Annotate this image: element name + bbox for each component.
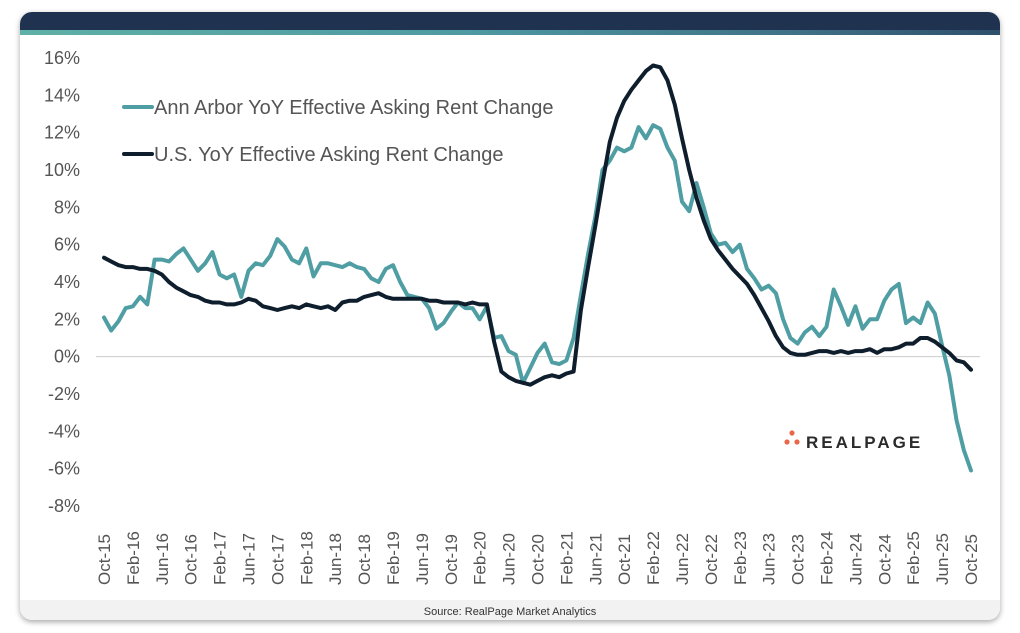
x-tick-label: Oct-22 (702, 534, 721, 585)
x-tick-label: Jun-24 (846, 533, 865, 585)
x-tick-label: Jun-18 (326, 533, 345, 585)
x-axis: Oct-15 Feb-16 Jun-16 Oct-16 Feb-17 Jun-17 Oct-… (95, 531, 981, 585)
y-tick-label: 6% (54, 235, 80, 255)
x-tick-label: Feb-21 (557, 531, 576, 585)
x-tick-label: Jun-16 (153, 533, 172, 585)
x-tick-label: Jun-22 (673, 533, 692, 585)
logo-dot-icon (794, 439, 800, 445)
x-tick-label: Oct-17 (268, 534, 287, 585)
x-tick-label: Oct-20 (529, 534, 548, 585)
x-tick-label: Oct-19 (442, 534, 461, 585)
y-tick-label: 2% (54, 309, 80, 329)
chart-card: Source: RealPage Market Analytics (20, 12, 1000, 620)
logo-dot-icon (789, 430, 795, 436)
legend: Ann Arbor YoY Effective Asking Rent Chan… (122, 97, 554, 166)
y-tick-label: 8% (54, 197, 80, 217)
y-tick-label: -6% (48, 459, 80, 479)
x-tick-label: Jun-19 (413, 533, 432, 585)
x-tick-label: Jun-23 (760, 533, 779, 585)
x-tick-label: Oct-23 (789, 534, 808, 585)
x-tick-label: Jun-20 (500, 533, 519, 585)
header-accent-stripe (20, 30, 1000, 35)
x-tick-label: Oct-25 (962, 534, 981, 585)
x-tick-label: Oct-21 (615, 534, 634, 585)
header-bar (20, 12, 1000, 30)
us-series-line (102, 63, 973, 387)
x-tick-label: Jun-25 (933, 533, 952, 585)
ann-arbor-series-line (102, 123, 973, 473)
x-tick-label: Oct-16 (182, 534, 201, 585)
y-tick-label: 12% (44, 123, 80, 143)
x-tick-label: Feb-24 (818, 531, 837, 585)
y-tick-label: 14% (44, 85, 80, 105)
legend-label: U.S. YoY Effective Asking Rent Change (154, 144, 504, 166)
y-tick-label: 4% (54, 272, 80, 292)
footer-strip (20, 600, 1000, 620)
x-tick-label: Jun-17 (240, 533, 259, 585)
x-tick-label: Feb-25 (904, 531, 923, 585)
realpage-logo: REALPAGE (784, 430, 923, 452)
series-layer (102, 63, 973, 473)
y-tick-label: -8% (48, 496, 80, 516)
y-tick-label: 16% (44, 48, 80, 68)
x-tick-label: Jun-21 (586, 533, 605, 585)
legend-label: Ann Arbor YoY Effective Asking Rent Chan… (154, 97, 554, 119)
x-tick-label: Oct-24 (875, 534, 894, 585)
logo-dot-icon (784, 439, 790, 445)
x-tick-label: Feb-23 (731, 531, 750, 585)
x-tick-label: Feb-18 (297, 531, 316, 585)
y-tick-label: -2% (48, 384, 80, 404)
x-tick-label: Oct-15 (95, 534, 114, 585)
y-tick-label: 10% (44, 160, 80, 180)
y-tick-label: -4% (48, 421, 80, 441)
x-tick-label: Feb-17 (211, 531, 230, 585)
y-axis: 16% 14% 12% 10% 8% 6% 4% 2% 0% -2% -4% -6% -8% (44, 48, 80, 516)
source-note: Source: RealPage Market Analytics (423, 606, 597, 618)
x-tick-label: Feb-16 (124, 531, 143, 585)
x-tick-label: Oct-18 (355, 534, 374, 585)
logo-wordmark: REALPAGE (806, 433, 923, 452)
x-tick-label: Feb-22 (644, 531, 663, 585)
y-tick-label: 0% (54, 347, 80, 367)
x-tick-label: Feb-19 (384, 531, 403, 585)
x-tick-label: Feb-20 (471, 531, 490, 585)
